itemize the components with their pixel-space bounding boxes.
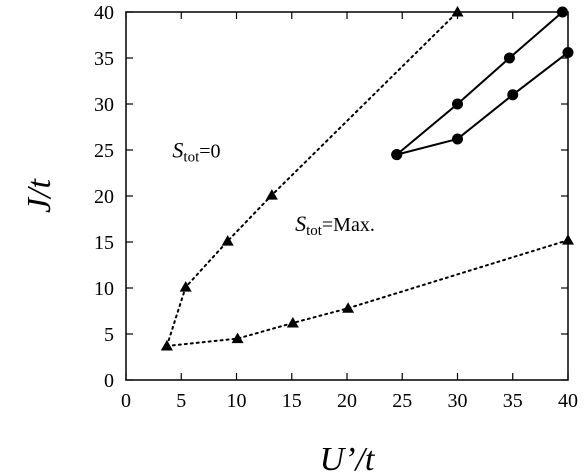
series-3-point — [391, 149, 403, 161]
ticks-layer: 0 5 10 15 20 25 30 35 40 0 5 10 15 20 25 30 35 40 — [94, 2, 578, 412]
x-axis-label: U’/t — [320, 441, 376, 476]
series-layer — [160, 6, 574, 351]
region-label-symbol: S — [295, 211, 306, 236]
region-label-value: =0 — [199, 140, 220, 162]
series-2-point — [503, 52, 515, 64]
series-3-point — [452, 133, 463, 145]
series-3-point — [507, 89, 519, 101]
series-0-point — [265, 189, 278, 200]
series-1-point — [342, 302, 355, 313]
x-tick-label: 35 — [503, 390, 523, 412]
series-3-line — [396, 51, 569, 156]
y-tick-label: 10 — [94, 278, 114, 300]
region-label-symbol: S — [172, 137, 183, 162]
series-2-line — [396, 11, 564, 156]
y-tick-label: 30 — [94, 94, 114, 116]
plot-frame — [125, 11, 569, 381]
x-tick-label: 5 — [176, 390, 186, 412]
x-tick-label: 40 — [558, 390, 578, 412]
series-2-point — [452, 98, 463, 110]
series-0-point — [179, 281, 192, 292]
y-axis-label: J/t — [21, 177, 58, 213]
x-tick-label: 0 — [121, 390, 131, 412]
y-tick-label: 5 — [104, 324, 114, 346]
x-tick-label: 30 — [448, 390, 468, 412]
y-tick-label: 35 — [94, 48, 114, 70]
x-tick-label: 15 — [282, 390, 302, 412]
region-label-value: =Max. — [322, 214, 375, 236]
series-1-point — [160, 339, 173, 351]
x-tick-label: 10 — [227, 390, 247, 412]
region-label-0: Stot=0 — [172, 137, 220, 165]
y-tick-label: 15 — [94, 232, 114, 254]
series-1-point — [231, 332, 244, 344]
y-tick-label: 40 — [94, 2, 114, 24]
x-tick-label: 20 — [337, 390, 357, 412]
series-0-line — [165, 11, 459, 347]
region-label-subscript: tot — [306, 223, 323, 239]
region-label-1: Stot=Max. — [295, 211, 375, 239]
x-tick-label: 25 — [392, 390, 412, 412]
region-label-subscript: tot — [183, 149, 200, 165]
y-tick-label: 25 — [94, 140, 114, 162]
y-tick-label: 20 — [94, 186, 114, 208]
series-0-point — [221, 235, 234, 246]
series-1-point — [286, 316, 299, 328]
series-1-line — [165, 239, 569, 347]
y-tick-label: 0 — [104, 370, 114, 392]
